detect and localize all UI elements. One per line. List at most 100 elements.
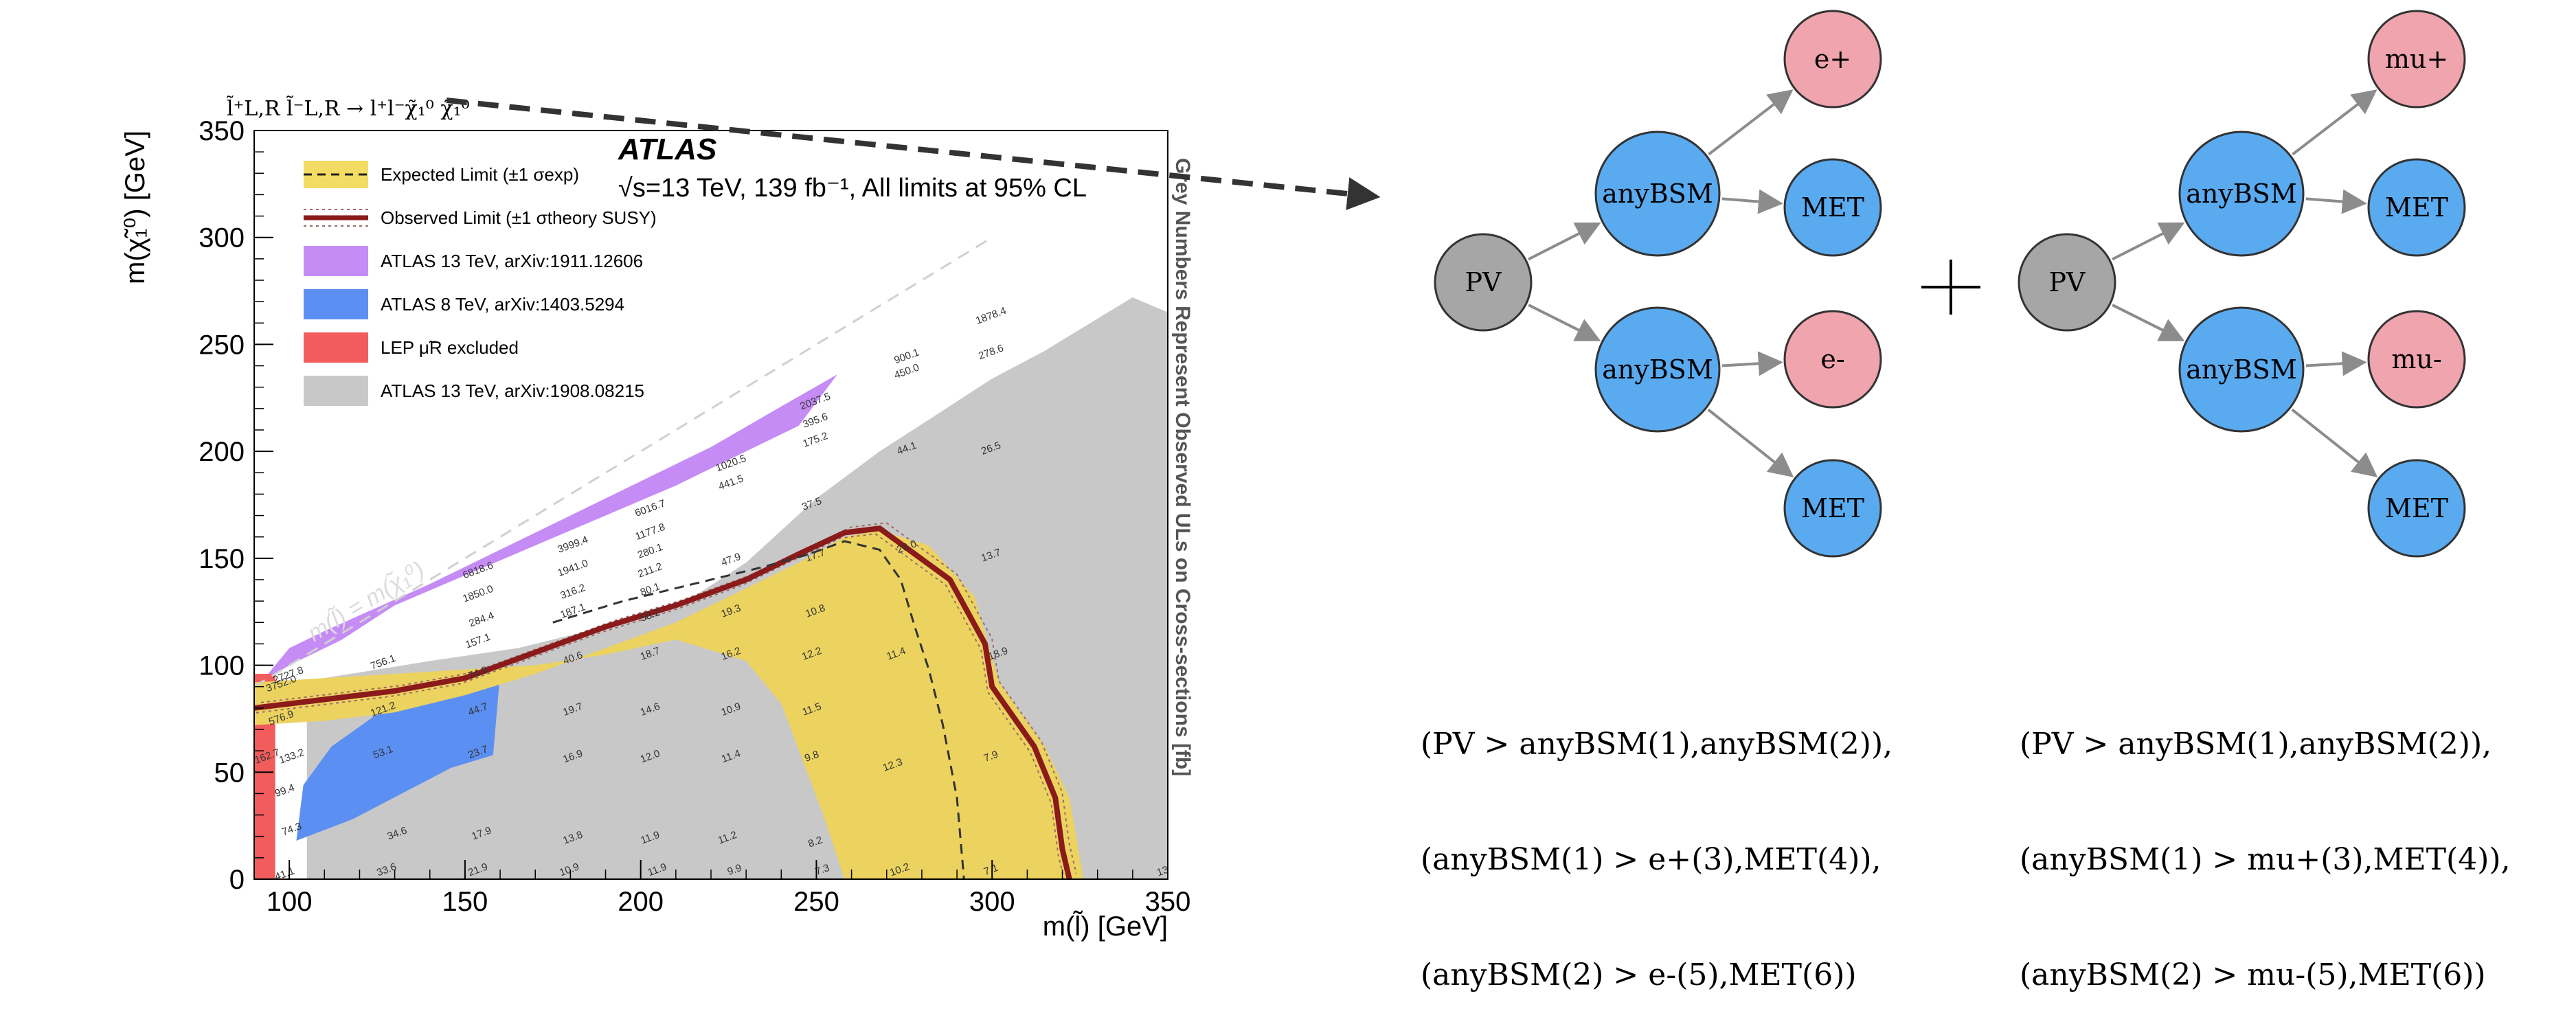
graph-node [2178,306,2305,433]
expression-line: (anyBSM(1) > e+(3),MET(4)), [1421,842,1882,877]
x-tick-label: 350 [1145,887,1191,917]
cross-section-value: 8.2 [806,834,824,850]
region-4 [254,530,1084,879]
legend-label: ATLAS 13 TeV, arXiv:1911.12606 [381,251,643,271]
graph-edge [1707,408,1794,478]
legend-swatch [304,289,368,319]
x-tick-label: 150 [442,887,488,917]
x-tick-label: 250 [793,887,839,917]
cross-section-value: 47.9 [720,551,743,569]
graph-node-label: anyBSM [2186,179,2296,209]
graph-edge [2291,408,2378,478]
axes: 100 150 200 250 300 350 0 50 100 150 200 250 300 350 [199,116,1190,917]
y-tick-label: 200 [199,437,245,467]
graph-node [1783,10,1882,109]
cross-section-value: 41.1 [273,865,296,883]
limit-series [254,522,1077,879]
expression-line: (PV > anyBSM(1),anyBSM(2)), [2020,727,2492,762]
graph-edge [1708,89,1794,156]
cross-section-value: 7.1 [982,862,999,878]
cross-section-value: 284.4 [467,610,495,630]
cross-section-value: 187.1 [558,601,587,621]
cross-section-value: 316.2 [558,582,587,602]
graph-node-label: MET [1801,493,1864,523]
graph-node-label: e- [1820,344,1844,374]
x-tick-label: 100 [267,887,313,917]
legend-label: Observed Limit (±1 σtheory SUSY) [381,207,657,228]
graph-node [2367,158,2466,257]
y-tick-label: 350 [199,116,245,146]
cross-section-value: 7.3 [813,862,831,878]
cross-section-value: 278.6 [977,342,1005,362]
cross-section-value: 1878.4 [974,305,1008,327]
graph-node [1594,306,1721,433]
cross-section-value: 1941.0 [556,557,589,579]
graph-edge [2292,89,2377,156]
legend-label: ATLAS 8 TeV, arXiv:1403.5294 [381,294,624,315]
x-axis-label: m(l̃) [GeV] [1043,911,1168,942]
graph-node [1783,459,1882,558]
cross-section-value: 9.8 [803,749,820,764]
cross-section-value: 7.9 [982,749,999,764]
graph-edge [2305,351,2367,376]
expected-limit-line [552,540,965,879]
graph-node-label: anyBSM [2186,354,2296,385]
right-expression: (PV > anyBSM(1),anyBSM(2)), (anyBSM(1) >… [2020,648,2511,1033]
pointer-arrow [446,98,1381,210]
legend: Expected Limit (±1 σexp) Observed Limit (… [304,161,657,406]
observed-limit-line [254,525,1072,879]
graph-edge [1528,222,1601,261]
graph-node-label: PV [2048,267,2086,297]
process-label: l̃⁺L,R l̃⁻L,R → l⁺l⁻χ̃₁⁰ χ̃₁⁰ [226,95,469,121]
cross-section-value: 1850.0 [461,583,495,605]
right-side-label: Grey Numbers Represent Observed ULs on C… [1171,158,1194,776]
expression-line: (anyBSM(2) > mu-(5),MET(6)) [2020,957,2486,992]
y-tick-label: 100 [199,651,245,681]
y-tick-label: 150 [199,544,245,574]
graph-node-label: MET [2385,192,2448,223]
graph-edge [1528,304,1601,341]
right-graph: PV anyBSM anyBSM mu+ MET mu- MET [2018,10,2466,558]
observed-upper-band [260,522,1077,874]
cross-section-value: 441.5 [717,473,745,492]
plus-sign [1921,260,1980,315]
legend-label: LEP μ̃R excluded [381,337,519,358]
cross-section-value: 1177.8 [634,521,667,543]
graph-node [1434,233,1533,332]
x-tick-label: 200 [618,887,664,917]
legend-label: Expected Limit (±1 σexp) [381,164,579,185]
cross-section-value: 157.1 [464,631,492,651]
cross-section-value: 3999.4 [556,534,589,556]
exclusion-regions [254,297,1168,879]
legend-swatch [304,246,368,276]
graph-node-label: MET [1801,192,1864,223]
graph-edge [2112,304,2185,341]
graph-edge [2112,222,2185,261]
region-3 [254,674,275,879]
graph-node [1783,310,1882,409]
cross-section-value: 133.2 [278,747,306,767]
expression-line: (PV > anyBSM(1),anyBSM(2)), [1421,727,1893,762]
cross-section-value: 280.1 [636,541,664,561]
y-tick-label: 50 [214,758,245,788]
diagonal-label: m(l̃) = m(χ̃₁⁰) [303,556,429,646]
graph-node-label: MET [2385,493,2448,523]
left-expression: (PV > anyBSM(1),anyBSM(2)), (anyBSM(1) >… [1421,648,1893,1033]
expression-line: (anyBSM(2) > e-(5),MET(6)) [1421,957,1857,992]
graph-node-label: PV [1465,267,1502,297]
observed-lower-band [254,533,1065,879]
graph-node [1783,158,1882,257]
y-axis-label: m(χ̃₁⁰) [GeV] [120,130,150,284]
graph-node [2367,459,2466,558]
graph-node-label: anyBSM [1602,354,1713,385]
cross-section-value: 9.9 [726,862,743,878]
legend-swatch [304,332,368,363]
x-tick-label: 300 [969,887,1015,917]
graph-edge [1721,351,1783,376]
region-2 [296,674,501,841]
y-tick-label: 300 [199,223,245,253]
expression-line: (anyBSM(1) > mu+(3),MET(4)), [2020,842,2511,877]
graph-node [1594,130,1721,257]
graph-node [2367,10,2466,109]
cross-section-value: 211.2 [636,560,664,580]
